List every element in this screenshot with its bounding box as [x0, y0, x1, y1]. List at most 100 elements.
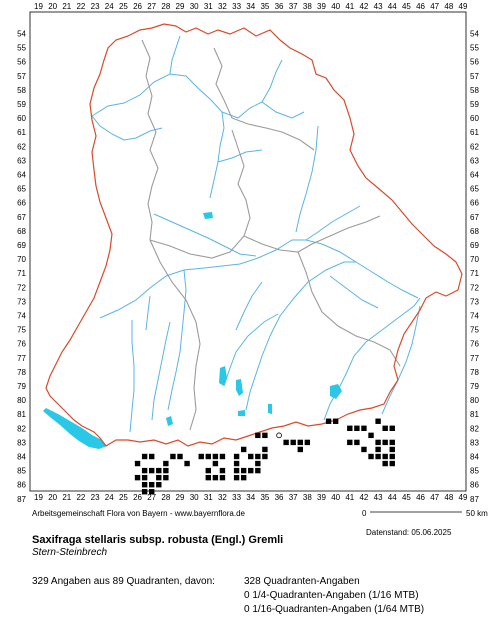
record-square — [255, 460, 261, 467]
x-axis-bottom-label: 22 — [76, 493, 85, 502]
x-axis-top-label: 47 — [430, 2, 439, 11]
record-square — [134, 474, 141, 481]
x-axis-bottom-label: 26 — [133, 493, 142, 502]
river-inn — [323, 297, 421, 421]
x-axis-bottom-label: 20 — [48, 493, 57, 502]
x-axis-bottom-label: 42 — [359, 493, 368, 502]
x-axis-bottom-label: 31 — [204, 493, 213, 502]
record-square — [205, 467, 211, 474]
y-axis-left-label: 78 — [17, 368, 26, 377]
x-axis-top-label: 33 — [232, 2, 241, 11]
record-square — [163, 460, 169, 467]
record-square — [290, 439, 296, 446]
y-axis-right-label: 80 — [470, 396, 479, 405]
record-square — [233, 460, 240, 467]
x-axis-top-label: 22 — [76, 2, 85, 11]
river-iller — [129, 320, 135, 433]
record-square — [375, 453, 381, 460]
record-square — [361, 425, 367, 431]
y-axis-right-label: 69 — [470, 241, 479, 250]
credit-text: Arbeitsgemeinschaft Flora von Bayern - w… — [32, 509, 245, 518]
stats-sixteenth-quadrant-records: 0 1/16-Quadranten-Angaben (1/64 MTB) — [244, 604, 425, 615]
y-axis-right-label: 67 — [470, 213, 479, 222]
y-axis-right-label: 70 — [470, 255, 479, 264]
x-axis-bottom-label: 25 — [119, 493, 128, 502]
record-square — [325, 418, 332, 424]
x-axis-bottom-label: 28 — [161, 493, 170, 502]
record-square — [240, 446, 247, 453]
record-open-circle — [276, 432, 282, 439]
y-axis-right-label: 73 — [470, 297, 479, 306]
map-frame — [29, 11, 467, 492]
x-axis-bottom-label: 35 — [260, 493, 269, 502]
x-axis-top-label: 42 — [359, 2, 368, 11]
y-axis-left-label: 73 — [17, 297, 26, 306]
y-axis-right-label: 64 — [470, 171, 479, 180]
record-square — [389, 446, 395, 453]
x-axis-top-label: 29 — [176, 2, 185, 11]
record-square — [156, 474, 162, 481]
y-axis-left-label: 70 — [17, 255, 26, 264]
record-square — [233, 467, 240, 474]
x-axis-top-label: 28 — [161, 2, 170, 11]
record-square — [389, 439, 395, 446]
record-square — [382, 439, 388, 446]
y-axis-left-label: 60 — [17, 114, 26, 123]
lake-brombachsee — [203, 212, 213, 219]
record-square — [212, 474, 219, 481]
x-axis-bottom-label: 23 — [91, 493, 100, 502]
x-axis-bottom-label: 30 — [190, 493, 199, 502]
stats-summary: 329 Angaben aus 89 Quadranten, davon: — [32, 576, 215, 587]
record-square — [297, 439, 303, 446]
x-axis-bottom-label: 48 — [444, 493, 453, 502]
record-square — [141, 482, 148, 488]
x-axis-top-label: 24 — [105, 2, 114, 11]
record-square — [233, 474, 240, 481]
record-square — [248, 453, 254, 460]
y-axis-left-label: 85 — [17, 467, 26, 476]
record-square — [141, 467, 148, 474]
lake-tegernsee — [268, 404, 272, 414]
scale-km-label: 50 km — [466, 509, 488, 518]
record-square — [354, 439, 360, 446]
y-axis-left-label: 71 — [17, 269, 26, 278]
record-square — [354, 425, 360, 431]
record-square — [240, 467, 247, 474]
y-axis-right-label: 66 — [470, 199, 479, 208]
y-axis-left-label: 56 — [17, 58, 26, 67]
record-square — [375, 439, 381, 446]
record-square — [141, 453, 148, 460]
district-line-lower-franconia — [141, 39, 159, 241]
x-axis-bottom-label: 33 — [232, 493, 241, 502]
y-axis-right-label: 83 — [470, 438, 479, 447]
record-square — [219, 474, 226, 481]
y-axis-left-label: 80 — [17, 396, 26, 405]
x-axis-top-label: 48 — [444, 2, 453, 11]
stats-quarter-quadrant-records: 0 1/4-Quadranten-Angaben (1/16 MTB) — [244, 590, 419, 601]
record-square — [332, 418, 339, 424]
y-axis-left-label: 61 — [17, 128, 26, 137]
river-danube — [99, 239, 419, 319]
y-axis-left-label: 68 — [17, 227, 26, 236]
district-line-upper-palatinate — [243, 215, 381, 253]
x-axis-bottom-label: 40 — [331, 493, 340, 502]
x-axis-top-label: 21 — [62, 2, 71, 11]
record-square — [375, 418, 381, 424]
y-axis-right-label: 77 — [470, 354, 479, 363]
y-axis-right-label: 85 — [470, 467, 479, 476]
x-axis-bottom-label: 41 — [345, 493, 354, 502]
river-isar — [245, 261, 356, 411]
x-axis-top-label: 37 — [289, 2, 298, 11]
x-axis-bottom-label: 21 — [62, 493, 71, 502]
x-axis-top-label: 36 — [275, 2, 284, 11]
record-square — [368, 432, 374, 439]
y-axis-left-label: 69 — [17, 241, 26, 250]
y-axis-left-label: 64 — [17, 171, 26, 180]
y-axis-right-label: 86 — [470, 481, 479, 490]
y-axis-right-label: 65 — [470, 185, 479, 194]
y-axis-right-label: 71 — [470, 269, 479, 278]
y-axis-right-label: 54 — [470, 30, 479, 39]
y-axis-right-label: 58 — [470, 86, 479, 95]
x-axis-bottom-label: 46 — [416, 493, 425, 502]
river-pegnitz — [217, 149, 263, 163]
